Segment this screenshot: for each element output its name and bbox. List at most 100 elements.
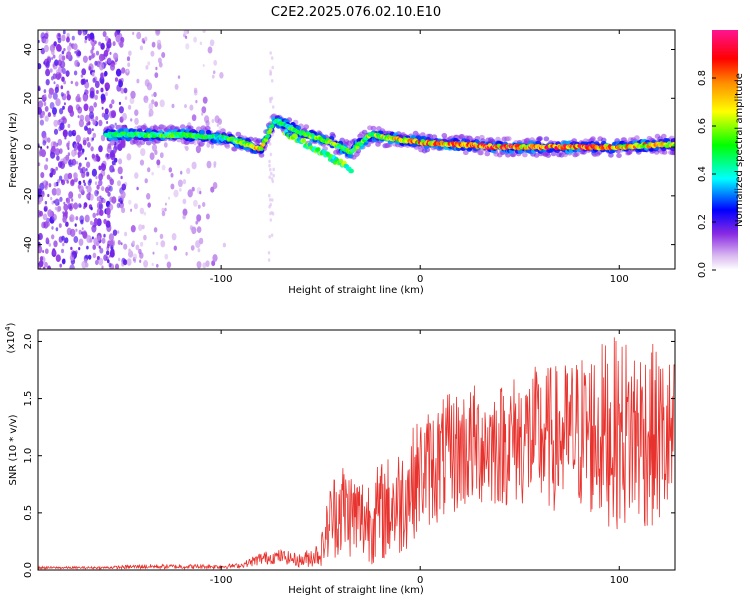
spectrogram-speck bbox=[58, 175, 63, 181]
spectrogram-speck bbox=[53, 182, 57, 188]
spectrogram-speck bbox=[51, 57, 54, 60]
spectrogram-speck bbox=[209, 39, 215, 47]
spectrogram-speck bbox=[84, 39, 87, 44]
spectrogram-speck bbox=[62, 30, 66, 35]
spectrogram-speck bbox=[88, 55, 92, 61]
spectrogram-speck bbox=[147, 61, 151, 66]
spectrogram-speck bbox=[84, 125, 88, 131]
spectrogram-speck bbox=[75, 216, 79, 221]
spectrogram-y-tick-label: 20 bbox=[23, 92, 34, 105]
spectrogram-speck bbox=[118, 70, 122, 75]
spectrogram-ridge-cell bbox=[205, 129, 212, 135]
spectrogram-speck bbox=[93, 102, 97, 108]
spectrogram-speck bbox=[173, 245, 177, 251]
spectrogram-speck bbox=[134, 172, 139, 179]
spectrogram-speck bbox=[154, 149, 158, 155]
spectrogram-y-tick-label: -20 bbox=[23, 188, 34, 204]
spectrogram-speck bbox=[81, 227, 84, 231]
spectrogram-speck bbox=[61, 235, 65, 241]
spectrogram-speck bbox=[39, 256, 44, 262]
spectrogram-speck bbox=[107, 143, 112, 149]
spectrogram-speck bbox=[63, 201, 66, 205]
snr-y-tick-label: 2.0 bbox=[23, 333, 34, 349]
spectrogram-speck bbox=[212, 254, 218, 262]
spectrogram-speck bbox=[270, 233, 274, 237]
spectrogram-speck bbox=[70, 246, 73, 250]
spectrogram-speck bbox=[62, 216, 67, 223]
spectrogram-speck bbox=[120, 175, 123, 180]
spectrogram-speck bbox=[202, 262, 207, 269]
spectrogram-speck bbox=[91, 224, 97, 233]
colorbar-tick-label: 0.0 bbox=[697, 262, 708, 278]
spectrogram-speck bbox=[59, 108, 64, 115]
spectrogram-speck bbox=[100, 73, 104, 77]
spectrogram-ridge-cell bbox=[370, 125, 377, 131]
spectrogram-speck bbox=[154, 72, 159, 78]
snr-mult-exp: 4 bbox=[4, 326, 12, 331]
spectrogram-speck bbox=[105, 35, 109, 42]
colorbar: 0.0 0.2 0.4 0.6 0.8 Normalized spectral ampl… bbox=[697, 30, 745, 278]
spectrogram-speck bbox=[66, 90, 70, 96]
spectrogram-speck bbox=[129, 97, 135, 105]
spectrogram-speck bbox=[98, 119, 103, 127]
snr-y-multiplier: (x104) bbox=[4, 322, 17, 353]
spectrogram-speck bbox=[106, 221, 110, 226]
snr-y-tick-label: 1.0 bbox=[23, 448, 34, 464]
spectrogram-speck bbox=[268, 142, 272, 146]
spectrogram-speck bbox=[270, 177, 274, 181]
spectrogram-speck bbox=[57, 138, 63, 146]
spectrogram-speck bbox=[119, 201, 124, 209]
spectrogram-ridge-cell bbox=[139, 140, 146, 146]
spectrogram-x-label: Height of straight line (km) bbox=[288, 285, 424, 296]
spectrogram-speck bbox=[108, 185, 113, 192]
spectrogram-speck bbox=[45, 157, 49, 162]
spectrogram-speck bbox=[119, 41, 124, 48]
spectrogram-speck bbox=[46, 145, 49, 149]
spectrogram-speck bbox=[78, 119, 84, 128]
spectrogram-speck bbox=[107, 191, 111, 197]
spectrogram-speck bbox=[174, 83, 179, 90]
spectrogram-speck bbox=[56, 69, 60, 75]
spectrogram-speck bbox=[82, 231, 88, 239]
spectrogram-speck bbox=[84, 114, 91, 123]
spectrogram-speck bbox=[43, 101, 47, 106]
spectrogram-speck bbox=[38, 199, 42, 205]
spectrogram-speck bbox=[95, 241, 100, 247]
spectrogram-speck bbox=[108, 176, 112, 182]
spectrogram-speck bbox=[185, 35, 188, 39]
spectrogram-speck bbox=[55, 188, 62, 196]
spectrogram-speck bbox=[270, 171, 273, 176]
spectrogram-ridge-cell bbox=[537, 136, 543, 142]
spectrogram-speck bbox=[146, 82, 153, 91]
spectrogram-speck bbox=[40, 149, 47, 158]
spectrogram-speck bbox=[191, 226, 197, 235]
spectrogram-speck bbox=[91, 72, 95, 77]
spectrogram-speck bbox=[53, 128, 59, 135]
spectrogram-speck bbox=[63, 131, 66, 135]
spectrogram-speck bbox=[50, 151, 56, 159]
spectrogram-speck bbox=[182, 198, 187, 205]
spectrogram-speck bbox=[62, 116, 65, 121]
spectrogram-speck bbox=[98, 41, 101, 46]
spectrogram-speck bbox=[105, 87, 108, 92]
spectrogram-ridge-cell bbox=[459, 134, 466, 139]
spectrogram-speck bbox=[68, 191, 74, 199]
spectrogram-speck bbox=[43, 89, 47, 94]
spectrogram-speck bbox=[139, 259, 142, 263]
spectrogram-speck bbox=[110, 63, 115, 71]
spectrogram-speck bbox=[46, 221, 50, 227]
spectrogram-speck bbox=[47, 209, 53, 218]
spectrogram-speck bbox=[66, 142, 70, 148]
spectrogram-speck bbox=[199, 41, 203, 46]
spectrogram-speck bbox=[90, 49, 94, 54]
spectrogram-speck bbox=[116, 202, 121, 209]
spectrogram-speck bbox=[161, 210, 166, 217]
spectrogram-speck bbox=[120, 87, 125, 94]
spectrogram-speck bbox=[170, 173, 174, 178]
spectrogram-speck bbox=[140, 148, 146, 157]
spectrogram-speck bbox=[103, 254, 108, 261]
spectrogram-speck bbox=[82, 94, 88, 102]
spectrogram-speck bbox=[156, 39, 162, 47]
spectrogram-speck bbox=[93, 221, 97, 225]
spectrogram-speck bbox=[128, 199, 132, 205]
